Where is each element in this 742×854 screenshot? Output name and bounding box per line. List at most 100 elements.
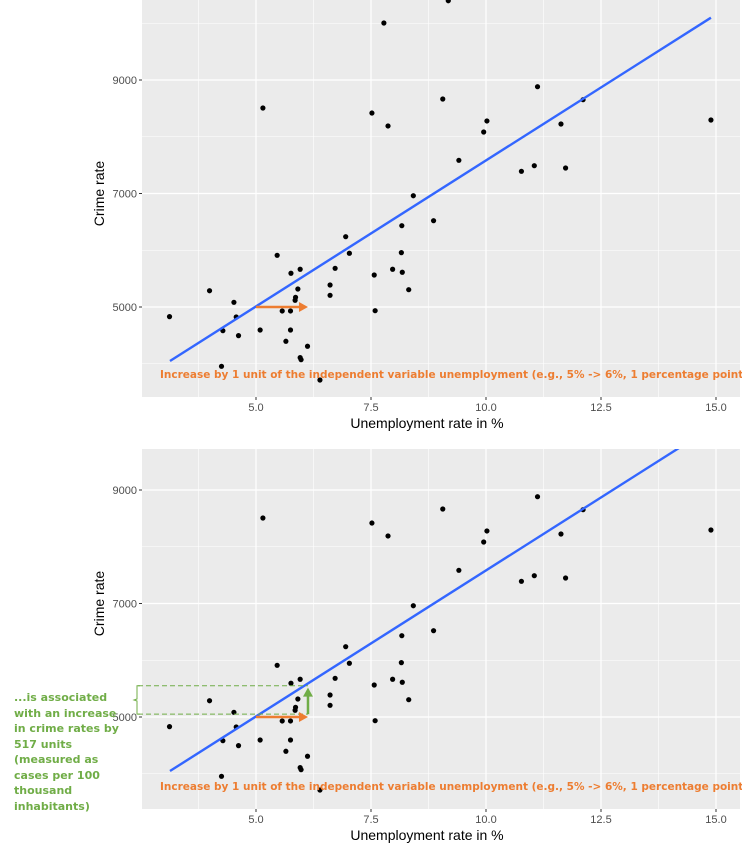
data-point	[295, 696, 301, 702]
note-line: thousand	[14, 784, 73, 797]
x-tick-label: 10.0	[475, 814, 496, 826]
data-point	[206, 698, 213, 704]
data-point	[298, 357, 304, 363]
data-point	[390, 676, 396, 682]
data-point	[534, 494, 541, 500]
data-point	[231, 299, 237, 305]
data-point	[206, 288, 213, 294]
data-point	[231, 709, 237, 715]
arrow-head-icon	[298, 302, 308, 312]
data-point	[372, 718, 378, 724]
note-line: cases per 100	[14, 768, 100, 782]
note-line: 517 units	[14, 737, 73, 751]
note-line: inhabitants)	[14, 799, 90, 813]
data-point	[381, 20, 387, 26]
data-point	[297, 676, 303, 682]
x-axis-title: Unemployment rate in %	[350, 827, 503, 843]
data-point	[446, 408, 451, 413]
data-point	[346, 250, 352, 256]
data-point	[410, 603, 416, 609]
data-point	[406, 287, 412, 293]
data-point	[287, 308, 294, 314]
data-point	[481, 129, 487, 135]
data-point	[369, 520, 375, 526]
plot-panel-top: 5.0 7.5 10.0 12.5 15.0 5000 7000 9000 Unemployme…	[91, 0, 742, 431]
data-point	[410, 193, 416, 199]
data-point	[399, 223, 405, 229]
data-point	[708, 527, 714, 533]
data-point	[332, 265, 338, 271]
x-tick-label: 7.5	[363, 814, 378, 826]
data-point	[218, 363, 225, 369]
data-point	[440, 96, 446, 102]
data-point	[343, 234, 349, 240]
y-tick-label: 5000	[113, 712, 137, 724]
y-tick-label: 7000	[113, 189, 137, 201]
data-point	[274, 252, 280, 258]
data-point	[288, 680, 294, 686]
data-point	[708, 117, 714, 123]
data-point	[279, 718, 285, 724]
panel-background	[142, 0, 740, 397]
data-point	[385, 123, 391, 129]
data-point	[518, 168, 525, 174]
data-point	[327, 692, 333, 698]
x-tick-label: 15.0	[705, 814, 726, 826]
data-point	[398, 660, 404, 666]
data-point	[399, 679, 405, 685]
note-line: ...is associated	[14, 691, 108, 704]
data-point	[484, 118, 490, 124]
data-point	[456, 157, 462, 163]
data-point	[445, 0, 451, 4]
data-point	[317, 377, 323, 383]
data-point	[456, 567, 462, 573]
data-point	[327, 702, 333, 708]
data-point	[332, 675, 338, 681]
data-point	[304, 753, 311, 759]
data-point	[558, 531, 564, 537]
data-point	[518, 578, 525, 584]
data-point	[283, 338, 289, 344]
data-point	[292, 704, 299, 710]
x-tick-label: 15.0	[705, 402, 726, 414]
data-point	[257, 737, 263, 743]
y-tick-label: 5000	[113, 302, 137, 314]
data-point	[531, 573, 537, 579]
brace-icon	[132, 685, 140, 715]
data-point	[534, 84, 541, 90]
data-point	[235, 333, 242, 339]
x-increase-annotation: Increase by 1 unit of the independent va…	[160, 781, 742, 793]
x-tick-label: 5.0	[248, 402, 263, 414]
data-point	[298, 767, 304, 773]
data-point	[390, 266, 396, 272]
data-point	[484, 528, 490, 534]
data-point	[287, 327, 294, 333]
x-increase-annotation: Increase by 1 unit of the independent va…	[160, 369, 742, 381]
data-point	[558, 121, 564, 127]
arrow-head-icon	[298, 712, 308, 722]
data-point	[531, 163, 537, 169]
y-tick-label: 9000	[113, 485, 137, 497]
note-line: (measured as	[14, 753, 99, 766]
data-point	[292, 294, 299, 300]
data-point	[371, 682, 377, 688]
x-increase-arrow	[256, 302, 308, 312]
x-tick-label: 12.5	[590, 814, 611, 826]
data-point	[287, 737, 294, 743]
x-tick-label: 10.0	[475, 402, 496, 414]
data-point	[283, 748, 289, 754]
x-tick-label: 5.0	[248, 814, 263, 826]
x-axis-title: Unemployment rate in %	[350, 415, 503, 431]
association-note: ...is associated with an increase in cri…	[14, 690, 124, 814]
data-point	[369, 110, 375, 116]
data-point	[260, 515, 266, 521]
data-point	[481, 539, 487, 545]
regression-line	[169, 16, 712, 363]
data-point	[317, 787, 323, 793]
gridlines	[142, 0, 740, 397]
plot-panel-bottom: 5.0 7.5 10.0 12.5 15.0 5000 7000 9000 Unemployme…	[91, 408, 742, 843]
data-point	[398, 250, 404, 256]
data-point	[430, 628, 437, 634]
note-line: with an increase	[14, 706, 117, 720]
data-point	[287, 718, 294, 724]
